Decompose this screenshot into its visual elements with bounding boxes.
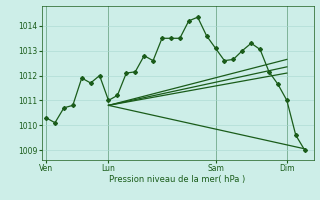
X-axis label: Pression niveau de la mer( hPa ): Pression niveau de la mer( hPa ): [109, 175, 246, 184]
